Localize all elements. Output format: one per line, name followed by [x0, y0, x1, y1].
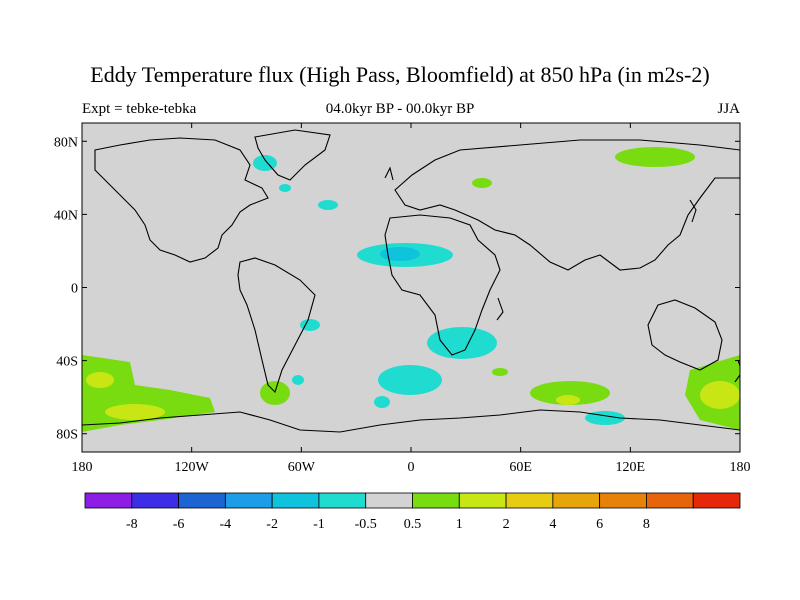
colorbar-swatch — [318, 492, 367, 509]
colorbar-swatch — [505, 492, 554, 509]
anomaly-patch-siberia — [615, 147, 695, 167]
anomaly-patch-scandinavia — [253, 155, 277, 171]
colorbar-label: 4 — [549, 517, 556, 532]
anomaly-patch-s-atlantic — [378, 365, 442, 395]
anomaly-patch-greenland — [279, 184, 291, 192]
colorbar-swatch — [365, 492, 413, 509]
colorbar-label: -0.5 — [355, 517, 377, 532]
coast-japan — [689, 199, 697, 223]
coast-greenland — [254, 129, 331, 181]
colorbar-swatch — [646, 492, 694, 509]
y-tick-label: 80N — [54, 135, 78, 150]
colorbar-swatch — [599, 492, 647, 509]
colorbar-swatch — [84, 492, 133, 509]
anomaly-patch-sahara-core — [380, 247, 420, 261]
colorbar-swatch — [692, 492, 741, 509]
colorbar-label: -1 — [313, 517, 325, 532]
colorbar-label: -6 — [173, 517, 185, 532]
coast-eurasia — [394, 139, 740, 271]
coast-antarctica — [82, 409, 740, 433]
y-tick-label: 40S — [56, 355, 78, 370]
colorbar-swatch — [224, 492, 273, 509]
anomaly-patch-s-ocean-2-core — [556, 395, 580, 405]
anomaly-patch-se-pacific-core — [700, 381, 740, 409]
x-tick-label: 0 — [408, 460, 415, 475]
period-label: 04.0kyr BP - 00.0kyr BP — [325, 101, 475, 117]
anomaly-patch-s-ocean-2 — [530, 381, 610, 405]
coast-north-america — [94, 137, 269, 263]
y-tick-label: 0 — [71, 282, 78, 297]
colorbar-swatch — [458, 492, 507, 509]
x-tick-label: 60W — [288, 460, 316, 475]
y-tick-label: 80S — [56, 428, 78, 443]
anomaly-patch-s-america — [300, 319, 320, 331]
coast-africa — [384, 214, 501, 356]
x-tick-label: 120W — [175, 460, 210, 475]
coast-uk — [384, 166, 394, 181]
anomaly-patch-s-indian — [492, 368, 508, 376]
colorbar-label: -4 — [220, 517, 232, 532]
anomaly-patch-sw-pacific-core-2 — [86, 372, 114, 388]
map-axis-ticks: 180 120W 60W 0 60E 120E 180 80N 40N 0 40S 80S — [54, 123, 751, 475]
colorbar-label: 8 — [643, 517, 650, 532]
colorbar-swatch — [412, 492, 460, 509]
experiment-label: Expt = tebke-tebka — [82, 101, 197, 117]
colorbar-label: 6 — [596, 517, 603, 532]
anomaly-patch-s-africa — [427, 327, 497, 359]
colorbar-swatch — [131, 492, 179, 509]
coast-new-zealand — [734, 359, 740, 383]
anomaly-patch-n-atlantic — [318, 200, 338, 210]
colorbar-label: 0.5 — [404, 517, 422, 532]
season-label: JJA — [717, 101, 740, 117]
colorbar-label: -2 — [266, 517, 278, 532]
colorbar-swatch — [552, 492, 601, 509]
coast-south-america — [237, 257, 316, 394]
anomaly-contours — [82, 147, 740, 432]
x-tick-label: 60E — [509, 460, 532, 475]
colorbar-label: 2 — [503, 517, 510, 532]
x-tick-label: 180 — [72, 460, 93, 475]
coast-madagascar — [496, 297, 504, 321]
colorbar: -8 -6 -4 -2 -1 -0.5 0.5 1 2 4 6 8 — [84, 492, 741, 532]
anomaly-patch-s-pacific — [292, 375, 304, 385]
anomaly-patch-s-atlantic-2 — [374, 396, 390, 408]
anomaly-patch-s-ocean-1 — [260, 381, 290, 405]
y-tick-label: 40N — [54, 208, 78, 223]
x-tick-label: 120E — [616, 460, 646, 475]
coastlines — [82, 129, 740, 433]
colorbar-label: -8 — [126, 517, 138, 532]
anomaly-patch-sw-pacific-core — [105, 404, 165, 420]
colorbar-swatch — [271, 492, 320, 509]
coast-australia — [647, 299, 723, 371]
anomaly-patch-e-europe — [472, 178, 492, 188]
map-title: Eddy Temperature flux (High Pass, Bloomf… — [90, 62, 710, 87]
colorbar-swatch — [178, 492, 226, 509]
colorbar-label: 1 — [456, 517, 463, 532]
x-tick-label: 180 — [730, 460, 751, 475]
